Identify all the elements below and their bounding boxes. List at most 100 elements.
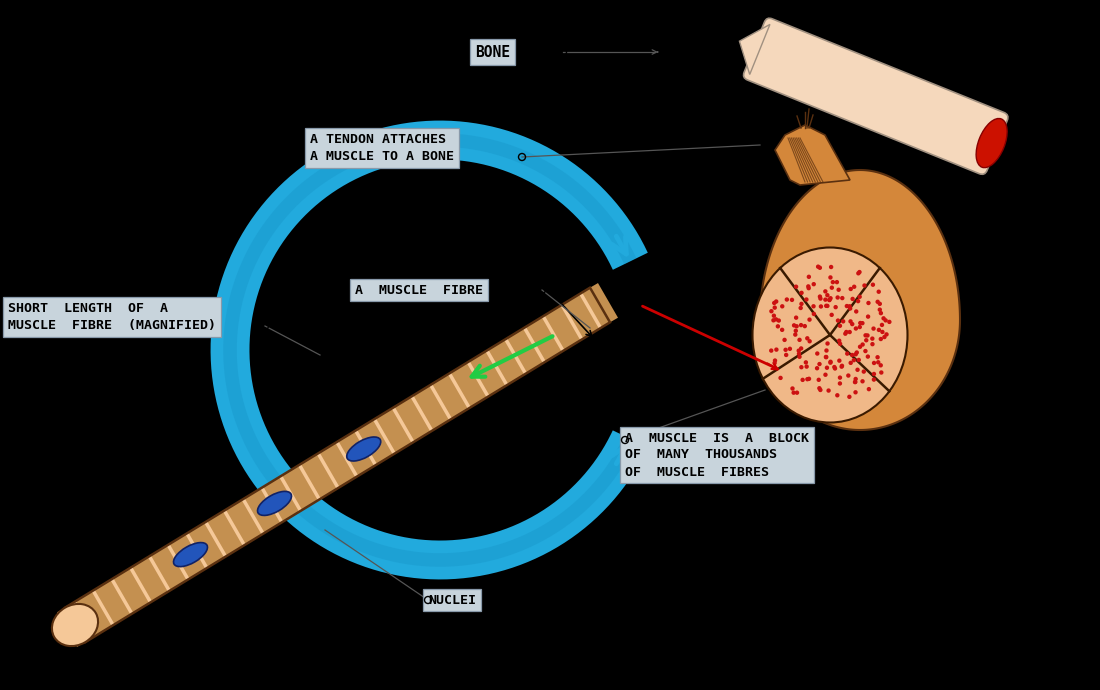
Circle shape: [838, 375, 843, 380]
Circle shape: [800, 290, 804, 295]
Circle shape: [799, 323, 803, 327]
Circle shape: [852, 380, 857, 384]
Circle shape: [862, 284, 867, 288]
Circle shape: [803, 324, 807, 328]
Circle shape: [860, 321, 865, 326]
Circle shape: [851, 358, 856, 362]
Polygon shape: [507, 328, 543, 373]
Circle shape: [829, 286, 834, 290]
Circle shape: [827, 298, 832, 302]
Circle shape: [829, 265, 834, 269]
Circle shape: [883, 318, 888, 323]
Circle shape: [864, 333, 868, 337]
Circle shape: [818, 304, 823, 308]
Circle shape: [835, 295, 839, 299]
Circle shape: [788, 346, 792, 351]
Circle shape: [838, 324, 843, 328]
Circle shape: [794, 324, 799, 328]
Circle shape: [806, 286, 811, 290]
Circle shape: [779, 376, 783, 380]
Text: SHORT  LENGTH  OF  A
MUSCLE  FIBRE  (MAGNIFIED): SHORT LENGTH OF A MUSCLE FIBRE (MAGNIFIE…: [8, 302, 216, 332]
Polygon shape: [414, 386, 449, 430]
Polygon shape: [57, 603, 94, 647]
Circle shape: [848, 306, 852, 310]
Circle shape: [817, 266, 822, 270]
Polygon shape: [282, 466, 318, 510]
Circle shape: [818, 388, 823, 392]
Circle shape: [807, 317, 812, 322]
Polygon shape: [132, 558, 168, 601]
Circle shape: [826, 388, 830, 393]
Circle shape: [852, 284, 857, 289]
Circle shape: [807, 339, 812, 344]
Circle shape: [867, 387, 871, 391]
Circle shape: [824, 348, 828, 353]
Circle shape: [799, 306, 803, 310]
Circle shape: [824, 355, 828, 359]
Polygon shape: [300, 455, 337, 498]
Circle shape: [800, 302, 804, 306]
Circle shape: [878, 302, 882, 306]
Circle shape: [857, 357, 861, 362]
Polygon shape: [776, 125, 850, 185]
Circle shape: [793, 328, 798, 333]
Circle shape: [871, 377, 876, 382]
Circle shape: [856, 299, 860, 304]
Circle shape: [854, 309, 858, 314]
Circle shape: [794, 284, 799, 289]
Circle shape: [860, 379, 865, 384]
Circle shape: [784, 353, 789, 357]
Circle shape: [854, 377, 858, 381]
Polygon shape: [76, 591, 112, 635]
Circle shape: [833, 365, 837, 369]
Circle shape: [876, 299, 880, 304]
Circle shape: [796, 348, 801, 353]
Circle shape: [774, 299, 779, 304]
Circle shape: [878, 308, 882, 312]
Circle shape: [871, 282, 876, 287]
Polygon shape: [169, 535, 206, 578]
Circle shape: [774, 347, 779, 352]
Circle shape: [794, 315, 799, 320]
Polygon shape: [65, 288, 610, 642]
Circle shape: [844, 330, 848, 334]
Circle shape: [872, 361, 877, 365]
Circle shape: [843, 331, 847, 336]
Circle shape: [792, 323, 796, 328]
Polygon shape: [151, 546, 187, 590]
Text: A  MUSCLE  FIBRE: A MUSCLE FIBRE: [355, 284, 483, 297]
Circle shape: [848, 287, 852, 291]
Circle shape: [850, 297, 855, 301]
Circle shape: [790, 297, 794, 302]
Polygon shape: [113, 569, 150, 613]
Circle shape: [881, 316, 886, 321]
Circle shape: [812, 282, 816, 286]
Circle shape: [871, 372, 876, 376]
Circle shape: [823, 373, 827, 377]
Polygon shape: [244, 489, 280, 533]
Circle shape: [876, 360, 880, 364]
Circle shape: [856, 368, 860, 372]
Circle shape: [777, 318, 781, 323]
Polygon shape: [432, 375, 468, 418]
Polygon shape: [226, 500, 262, 544]
Circle shape: [838, 342, 843, 346]
Circle shape: [848, 319, 852, 324]
Circle shape: [827, 297, 832, 302]
Circle shape: [801, 377, 805, 382]
Circle shape: [825, 304, 829, 308]
Circle shape: [865, 338, 869, 342]
Polygon shape: [739, 24, 770, 75]
Circle shape: [798, 355, 802, 359]
Circle shape: [866, 355, 870, 359]
Circle shape: [836, 318, 840, 323]
Polygon shape: [207, 512, 243, 555]
Circle shape: [877, 328, 881, 332]
Circle shape: [769, 348, 773, 353]
Circle shape: [860, 342, 865, 347]
Circle shape: [888, 319, 892, 324]
Circle shape: [816, 377, 821, 382]
Circle shape: [783, 348, 788, 352]
Circle shape: [815, 366, 820, 371]
Polygon shape: [263, 477, 299, 521]
